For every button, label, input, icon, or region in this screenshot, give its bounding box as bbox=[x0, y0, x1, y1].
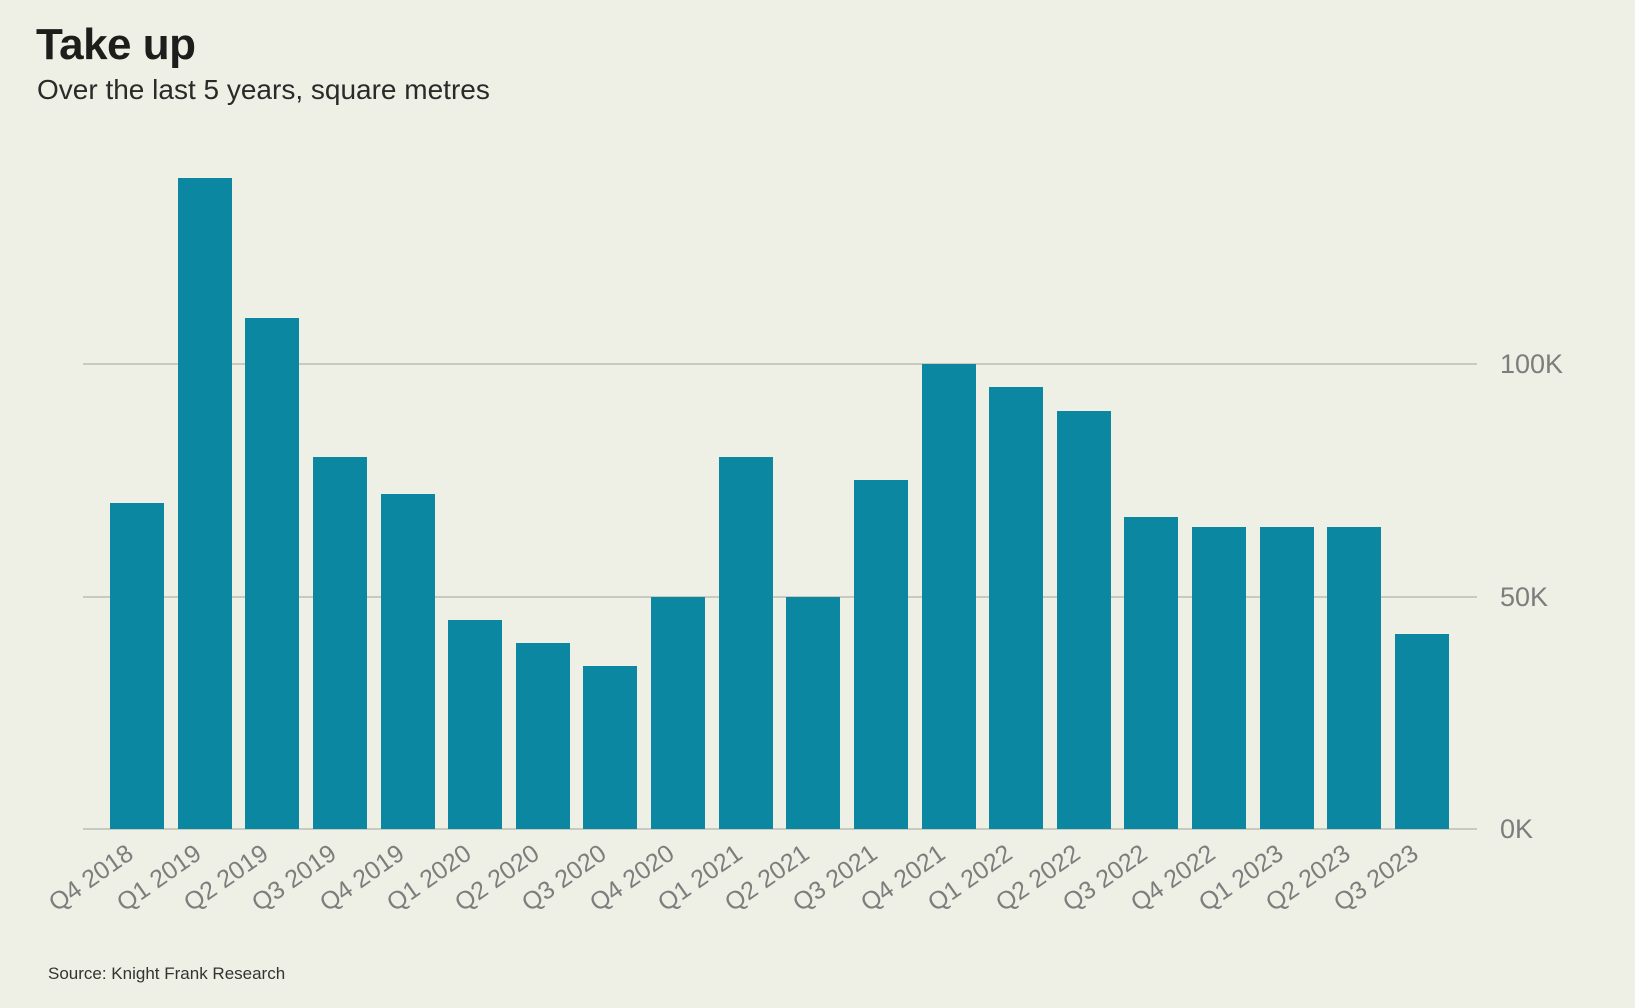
bar-q2-2019 bbox=[245, 318, 299, 829]
bar-q4-2022 bbox=[1192, 527, 1246, 829]
bar-q4-2018 bbox=[110, 503, 164, 829]
bar-q3-2022 bbox=[1124, 517, 1178, 829]
chart-title: Take up bbox=[36, 20, 196, 69]
source-note: Source: Knight Frank Research bbox=[48, 964, 286, 983]
y-axis-label-0k: 0K bbox=[1500, 814, 1534, 844]
gridline-50k bbox=[83, 596, 1477, 598]
gridline-0k bbox=[83, 828, 1477, 830]
bar-q1-2021 bbox=[719, 457, 773, 829]
y-axis-label-100k: 100K bbox=[1500, 349, 1564, 379]
bar-q3-2019 bbox=[313, 457, 367, 829]
gridline-100k bbox=[83, 363, 1477, 365]
bar-q4-2019 bbox=[381, 494, 435, 829]
y-axis-label-50k: 50K bbox=[1500, 582, 1549, 612]
bar-q4-2020 bbox=[651, 597, 705, 829]
bar-q1-2020 bbox=[448, 620, 502, 829]
bar-q1-2019 bbox=[178, 178, 232, 829]
bar-q1-2022 bbox=[989, 387, 1043, 829]
bar-q3-2020 bbox=[583, 666, 637, 829]
bar-q3-2021 bbox=[854, 480, 908, 829]
bar-q2-2023 bbox=[1327, 527, 1381, 829]
bar-q2-2020 bbox=[516, 643, 570, 829]
bar-q3-2023 bbox=[1395, 634, 1449, 829]
bar-q1-2023 bbox=[1260, 527, 1314, 829]
bar-q4-2021 bbox=[922, 364, 976, 829]
chart-subtitle: Over the last 5 years, square metres bbox=[37, 74, 490, 105]
bar-q2-2021 bbox=[786, 597, 840, 829]
bar-q2-2022 bbox=[1057, 411, 1111, 829]
